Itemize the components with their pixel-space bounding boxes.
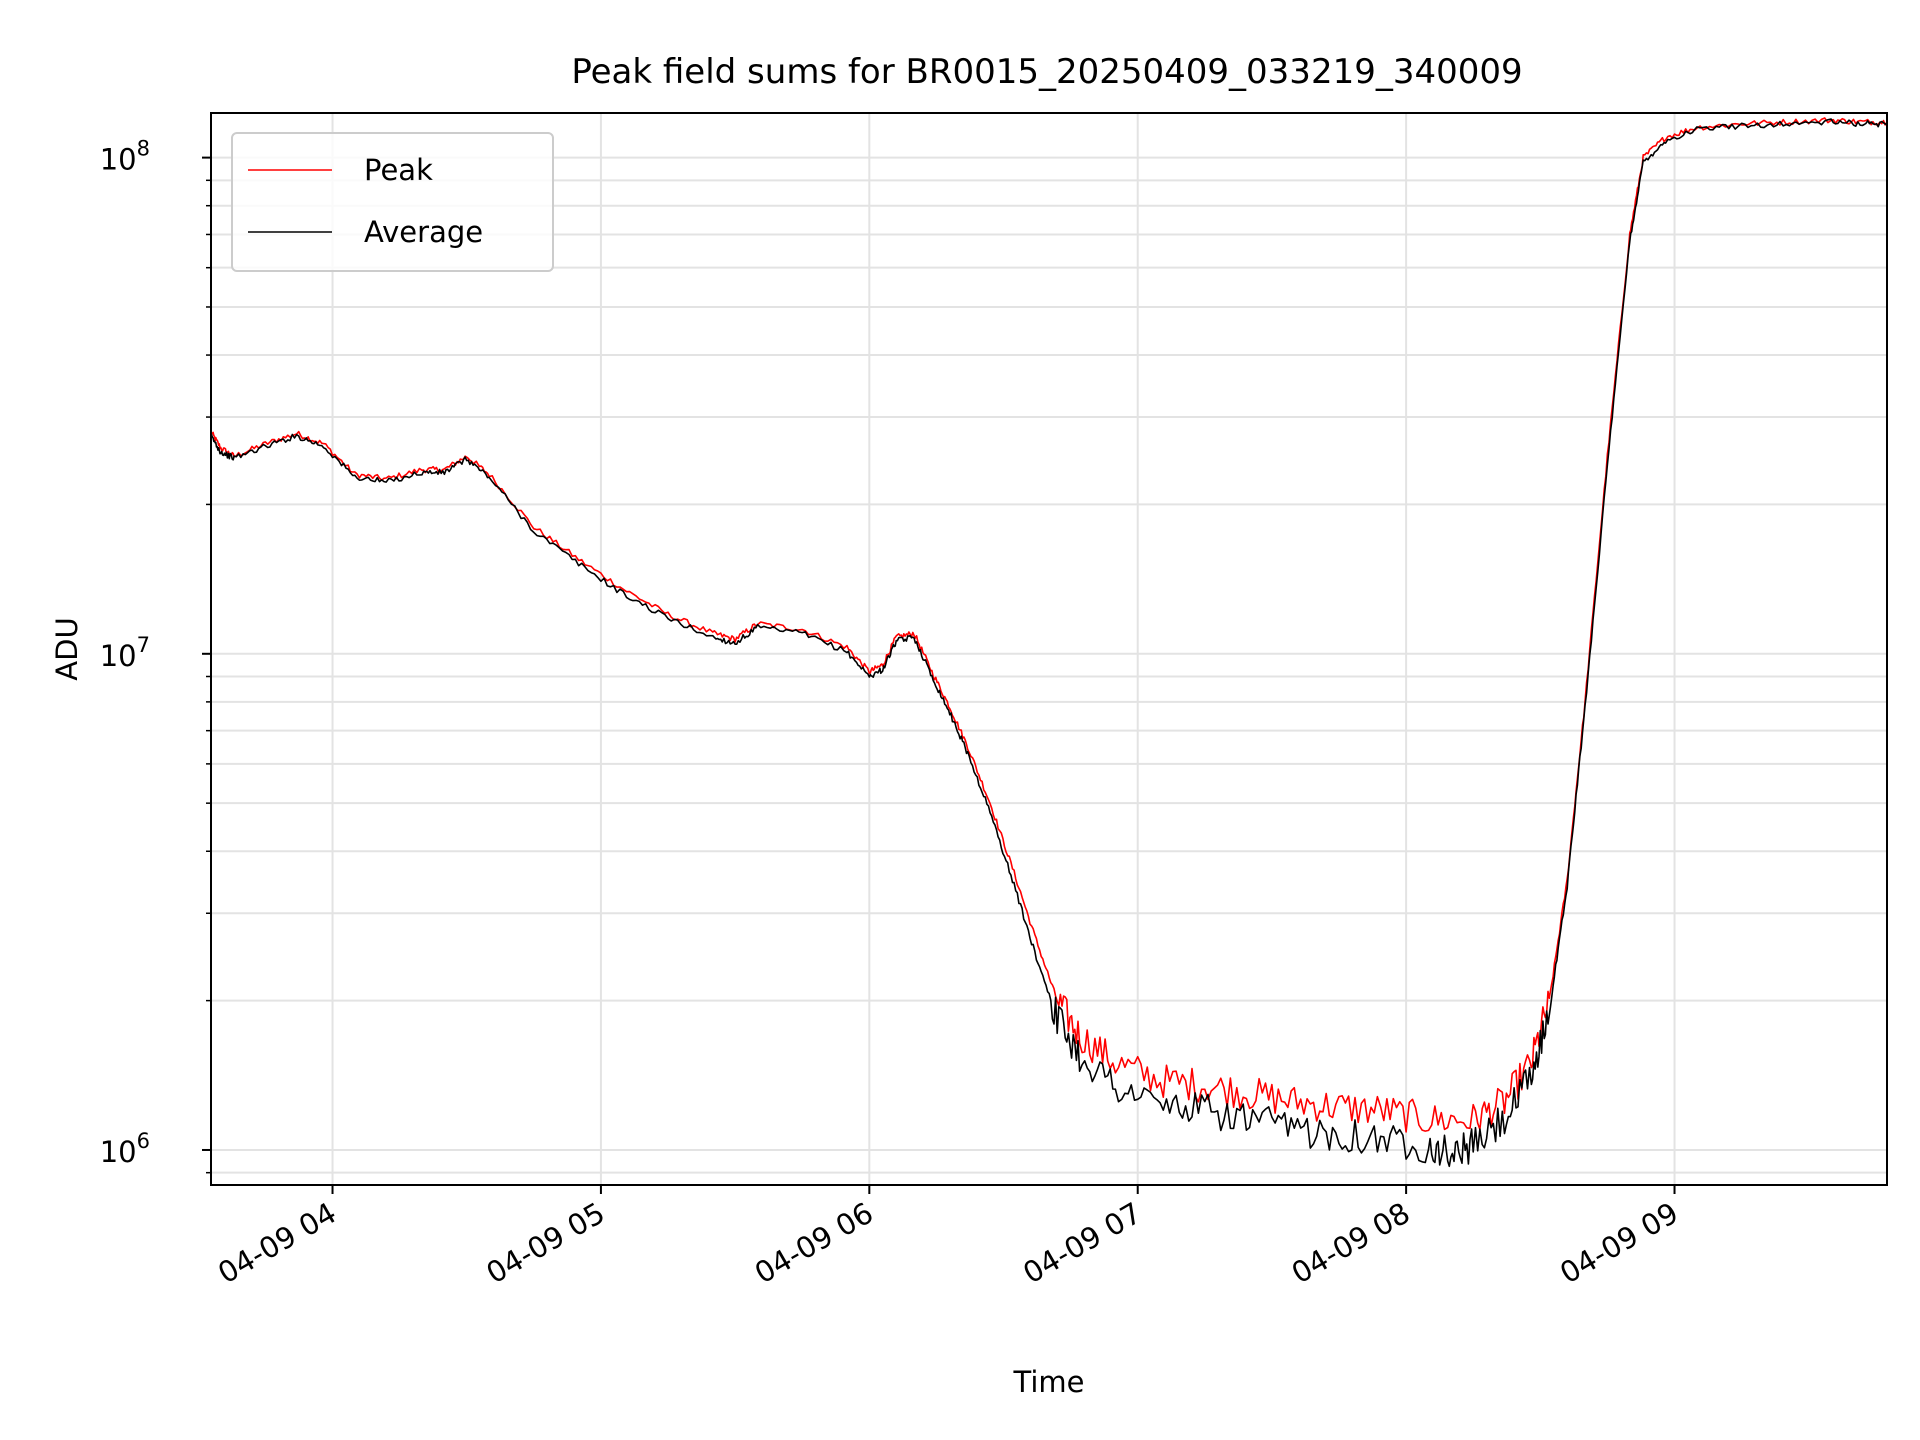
y-tick-label: 106 xyxy=(100,1129,150,1169)
legend-label-peak: Peak xyxy=(364,153,433,187)
series-layer xyxy=(210,117,1888,1168)
legend: Peak Average xyxy=(231,132,554,272)
y-tick-label-exponent: 7 xyxy=(137,633,150,657)
y-tick-label-base: 10 xyxy=(100,639,137,673)
plot-area xyxy=(211,113,1887,1185)
y-tick-label-base: 10 xyxy=(100,143,137,177)
y-tick-label: 107 xyxy=(100,633,150,673)
y-tick-label: 108 xyxy=(100,137,150,177)
grid xyxy=(211,113,1887,1185)
y-axis-label: ADU xyxy=(50,617,84,680)
legend-box xyxy=(231,132,554,272)
legend-label-average: Average xyxy=(364,215,483,249)
y-tick-label-base: 10 xyxy=(100,1135,137,1169)
average-series-line xyxy=(210,118,1888,1168)
x-axis-label: Time xyxy=(1013,1365,1085,1399)
chart-title: Peak field sums for BR0015_20250409_0332… xyxy=(571,52,1522,92)
y-tick-label-exponent: 6 xyxy=(137,1129,150,1153)
plot-frame xyxy=(210,112,1888,1186)
y-tick-label-exponent: 8 xyxy=(137,137,150,161)
